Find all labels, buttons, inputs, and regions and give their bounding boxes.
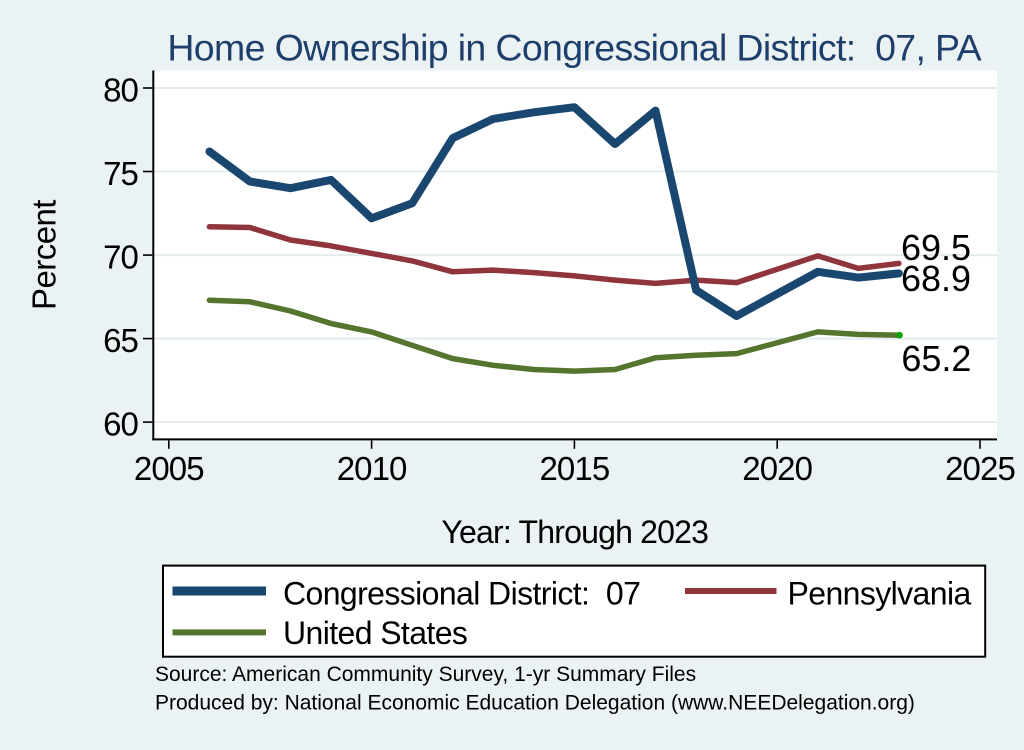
svg-text:2020: 2020 [742,450,812,487]
svg-text:2005: 2005 [134,450,204,487]
svg-text:2015: 2015 [539,450,609,487]
svg-text:2010: 2010 [337,450,407,487]
svg-text:2025: 2025 [945,450,1015,487]
svg-text:60: 60 [103,406,138,443]
svg-text:75: 75 [103,155,138,192]
svg-text:Congressional District: 07: Congressional District: 07 [283,575,640,611]
svg-text:65.2: 65.2 [901,338,971,379]
svg-text:Percent: Percent [26,200,63,310]
svg-text:Source: American Community Sur: Source: American Community Survey, 1-yr … [155,663,696,686]
svg-text:68.9: 68.9 [901,258,971,299]
svg-text:69.5: 69.5 [901,227,971,268]
svg-text:United States: United States [283,615,467,651]
svg-text:Year: Through 2023: Year: Through 2023 [441,514,708,550]
svg-text:Pennsylvania: Pennsylvania [788,575,972,611]
svg-text:70: 70 [103,239,138,276]
svg-text:Home Ownership in Congressiona: Home Ownership in Congressional District… [167,27,981,69]
svg-text:Produced by: National Economic: Produced by: National Economic Education… [155,692,915,715]
svg-text:80: 80 [103,72,138,109]
svg-text:65: 65 [103,322,138,359]
